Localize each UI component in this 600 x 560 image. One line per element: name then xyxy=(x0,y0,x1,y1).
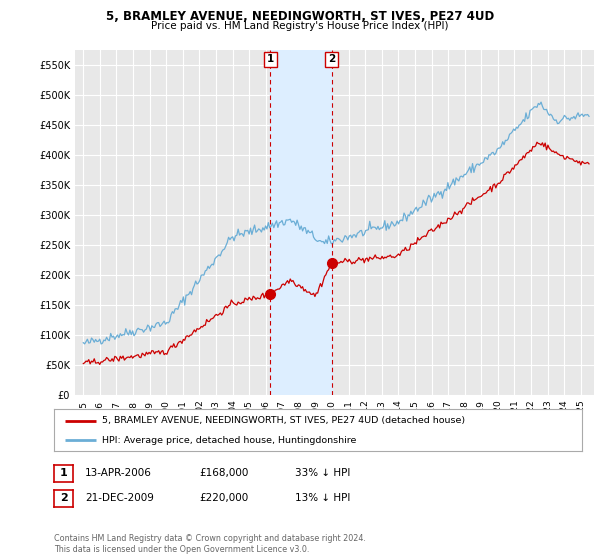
Text: 21-DEC-2009: 21-DEC-2009 xyxy=(85,493,154,503)
Text: 5, BRAMLEY AVENUE, NEEDINGWORTH, ST IVES, PE27 4UD (detached house): 5, BRAMLEY AVENUE, NEEDINGWORTH, ST IVES… xyxy=(101,416,464,425)
Text: 2: 2 xyxy=(60,493,67,503)
Text: 13% ↓ HPI: 13% ↓ HPI xyxy=(295,493,350,503)
Text: 33% ↓ HPI: 33% ↓ HPI xyxy=(295,468,350,478)
Text: 5, BRAMLEY AVENUE, NEEDINGWORTH, ST IVES, PE27 4UD: 5, BRAMLEY AVENUE, NEEDINGWORTH, ST IVES… xyxy=(106,10,494,23)
Text: HPI: Average price, detached house, Huntingdonshire: HPI: Average price, detached house, Hunt… xyxy=(101,436,356,445)
Text: 1: 1 xyxy=(60,468,67,478)
Text: £220,000: £220,000 xyxy=(199,493,248,503)
Text: 13-APR-2006: 13-APR-2006 xyxy=(85,468,152,478)
Text: 1: 1 xyxy=(267,54,274,64)
Bar xyxy=(271,50,332,395)
Text: 2: 2 xyxy=(328,54,335,64)
Text: Price paid vs. HM Land Registry's House Price Index (HPI): Price paid vs. HM Land Registry's House … xyxy=(151,21,449,31)
Text: £168,000: £168,000 xyxy=(199,468,248,478)
Text: Contains HM Land Registry data © Crown copyright and database right 2024.
This d: Contains HM Land Registry data © Crown c… xyxy=(54,534,366,554)
